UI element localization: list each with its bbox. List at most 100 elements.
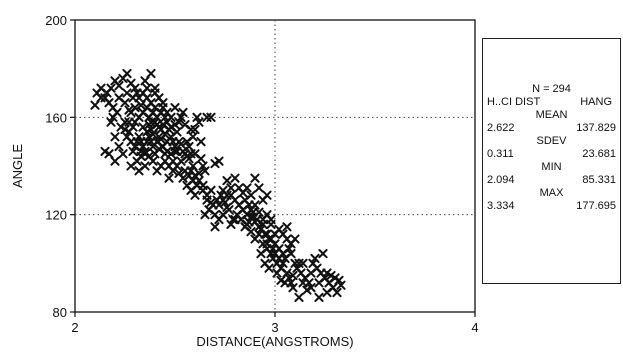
data-point bbox=[200, 210, 210, 220]
data-point bbox=[142, 83, 152, 93]
data-point bbox=[210, 222, 220, 232]
data-point bbox=[178, 173, 188, 183]
data-point bbox=[294, 292, 304, 302]
data-point bbox=[158, 120, 168, 130]
data-point bbox=[334, 275, 344, 285]
data-point bbox=[310, 253, 320, 264]
data-point bbox=[110, 132, 120, 142]
data-point bbox=[122, 132, 132, 142]
sdev-label: SDEV bbox=[536, 135, 567, 147]
data-point bbox=[174, 117, 184, 127]
data-point bbox=[140, 76, 150, 86]
statistics-panel: N = 294 H..CI DIST HANG MEAN 2.622 137.8… bbox=[482, 38, 621, 284]
x-tick-label: 4 bbox=[471, 320, 478, 335]
data-point bbox=[286, 239, 296, 249]
data-point bbox=[168, 166, 178, 176]
data-point bbox=[90, 100, 100, 110]
data-point bbox=[306, 268, 316, 278]
mean-dist-value: 2.622 bbox=[487, 122, 515, 134]
y-tick-label: 200 bbox=[45, 13, 67, 28]
data-point bbox=[122, 68, 132, 79]
max-dist-value: 3.334 bbox=[487, 200, 515, 212]
max-row: 3.334 177.695 bbox=[487, 200, 616, 213]
data-point bbox=[284, 273, 294, 283]
data-point bbox=[190, 190, 200, 200]
data-point bbox=[206, 112, 216, 122]
statistics-content: N = 294 H..CI DIST HANG MEAN 2.622 137.8… bbox=[487, 83, 616, 213]
data-point bbox=[166, 149, 176, 159]
data-point bbox=[282, 268, 292, 278]
data-point bbox=[116, 122, 126, 132]
data-point bbox=[136, 146, 146, 156]
data-point bbox=[258, 219, 268, 229]
data-point bbox=[186, 124, 196, 135]
data-point bbox=[114, 93, 124, 103]
data-point bbox=[270, 249, 280, 259]
y-tick-label: 160 bbox=[45, 110, 67, 125]
min-label: MIN bbox=[541, 161, 562, 173]
data-point bbox=[288, 270, 298, 281]
data-point bbox=[314, 278, 324, 288]
data-point bbox=[198, 161, 208, 171]
stats-header-hang: HANG bbox=[580, 96, 612, 108]
data-point bbox=[330, 273, 340, 283]
data-point bbox=[146, 68, 156, 79]
y-axis-title: ANGLE bbox=[10, 144, 25, 188]
data-point bbox=[106, 117, 116, 127]
y-tick-label: 120 bbox=[45, 208, 67, 223]
data-point bbox=[196, 137, 206, 147]
x-tick-label: 2 bbox=[71, 320, 78, 335]
data-point bbox=[114, 141, 124, 152]
data-point bbox=[222, 202, 232, 212]
data-point bbox=[106, 83, 116, 93]
data-point bbox=[254, 207, 264, 217]
data-point bbox=[250, 173, 260, 183]
data-point bbox=[264, 263, 274, 273]
data-point bbox=[110, 156, 120, 166]
data-point bbox=[100, 146, 110, 156]
data-point bbox=[194, 117, 204, 127]
data-point bbox=[254, 183, 264, 193]
data-point bbox=[198, 185, 208, 195]
data-point bbox=[242, 219, 252, 229]
data-point bbox=[140, 149, 150, 159]
x-tick-label: 3 bbox=[271, 320, 278, 335]
data-point bbox=[318, 249, 328, 259]
data-point bbox=[170, 120, 180, 130]
data-point bbox=[222, 176, 232, 186]
mean-row: 2.622 137.829 bbox=[487, 122, 616, 135]
data-point bbox=[322, 268, 332, 278]
stats-header-row: H..CI DIST HANG bbox=[487, 96, 616, 109]
data-point bbox=[122, 88, 132, 98]
data-point bbox=[306, 283, 316, 293]
min-dist-value: 2.094 bbox=[487, 174, 515, 186]
data-point bbox=[160, 129, 170, 139]
min-hang-value: 85.331 bbox=[582, 174, 616, 186]
sample-count: N = 294 bbox=[532, 83, 571, 95]
x-axis-title: DISTANCE(ANGSTROMS) bbox=[196, 334, 353, 349]
data-point bbox=[202, 195, 212, 205]
data-point bbox=[194, 168, 204, 178]
sdev-dist-value: 0.311 bbox=[487, 148, 514, 160]
data-point bbox=[226, 183, 236, 193]
data-point bbox=[210, 210, 220, 220]
data-point bbox=[206, 197, 216, 208]
data-point bbox=[164, 173, 174, 183]
sdev-hang-value: 23.681 bbox=[582, 148, 616, 160]
data-point bbox=[246, 227, 256, 237]
data-points bbox=[90, 68, 346, 302]
data-point bbox=[174, 137, 184, 147]
data-point bbox=[256, 249, 266, 259]
data-point bbox=[114, 81, 124, 91]
data-point bbox=[288, 283, 298, 293]
data-point bbox=[154, 144, 164, 154]
data-point bbox=[128, 146, 138, 156]
data-point bbox=[142, 127, 152, 137]
data-point bbox=[332, 287, 342, 298]
data-point bbox=[194, 176, 204, 186]
data-point bbox=[120, 124, 130, 135]
data-point bbox=[144, 120, 154, 130]
data-point bbox=[272, 268, 282, 278]
grid-lines bbox=[75, 20, 475, 312]
